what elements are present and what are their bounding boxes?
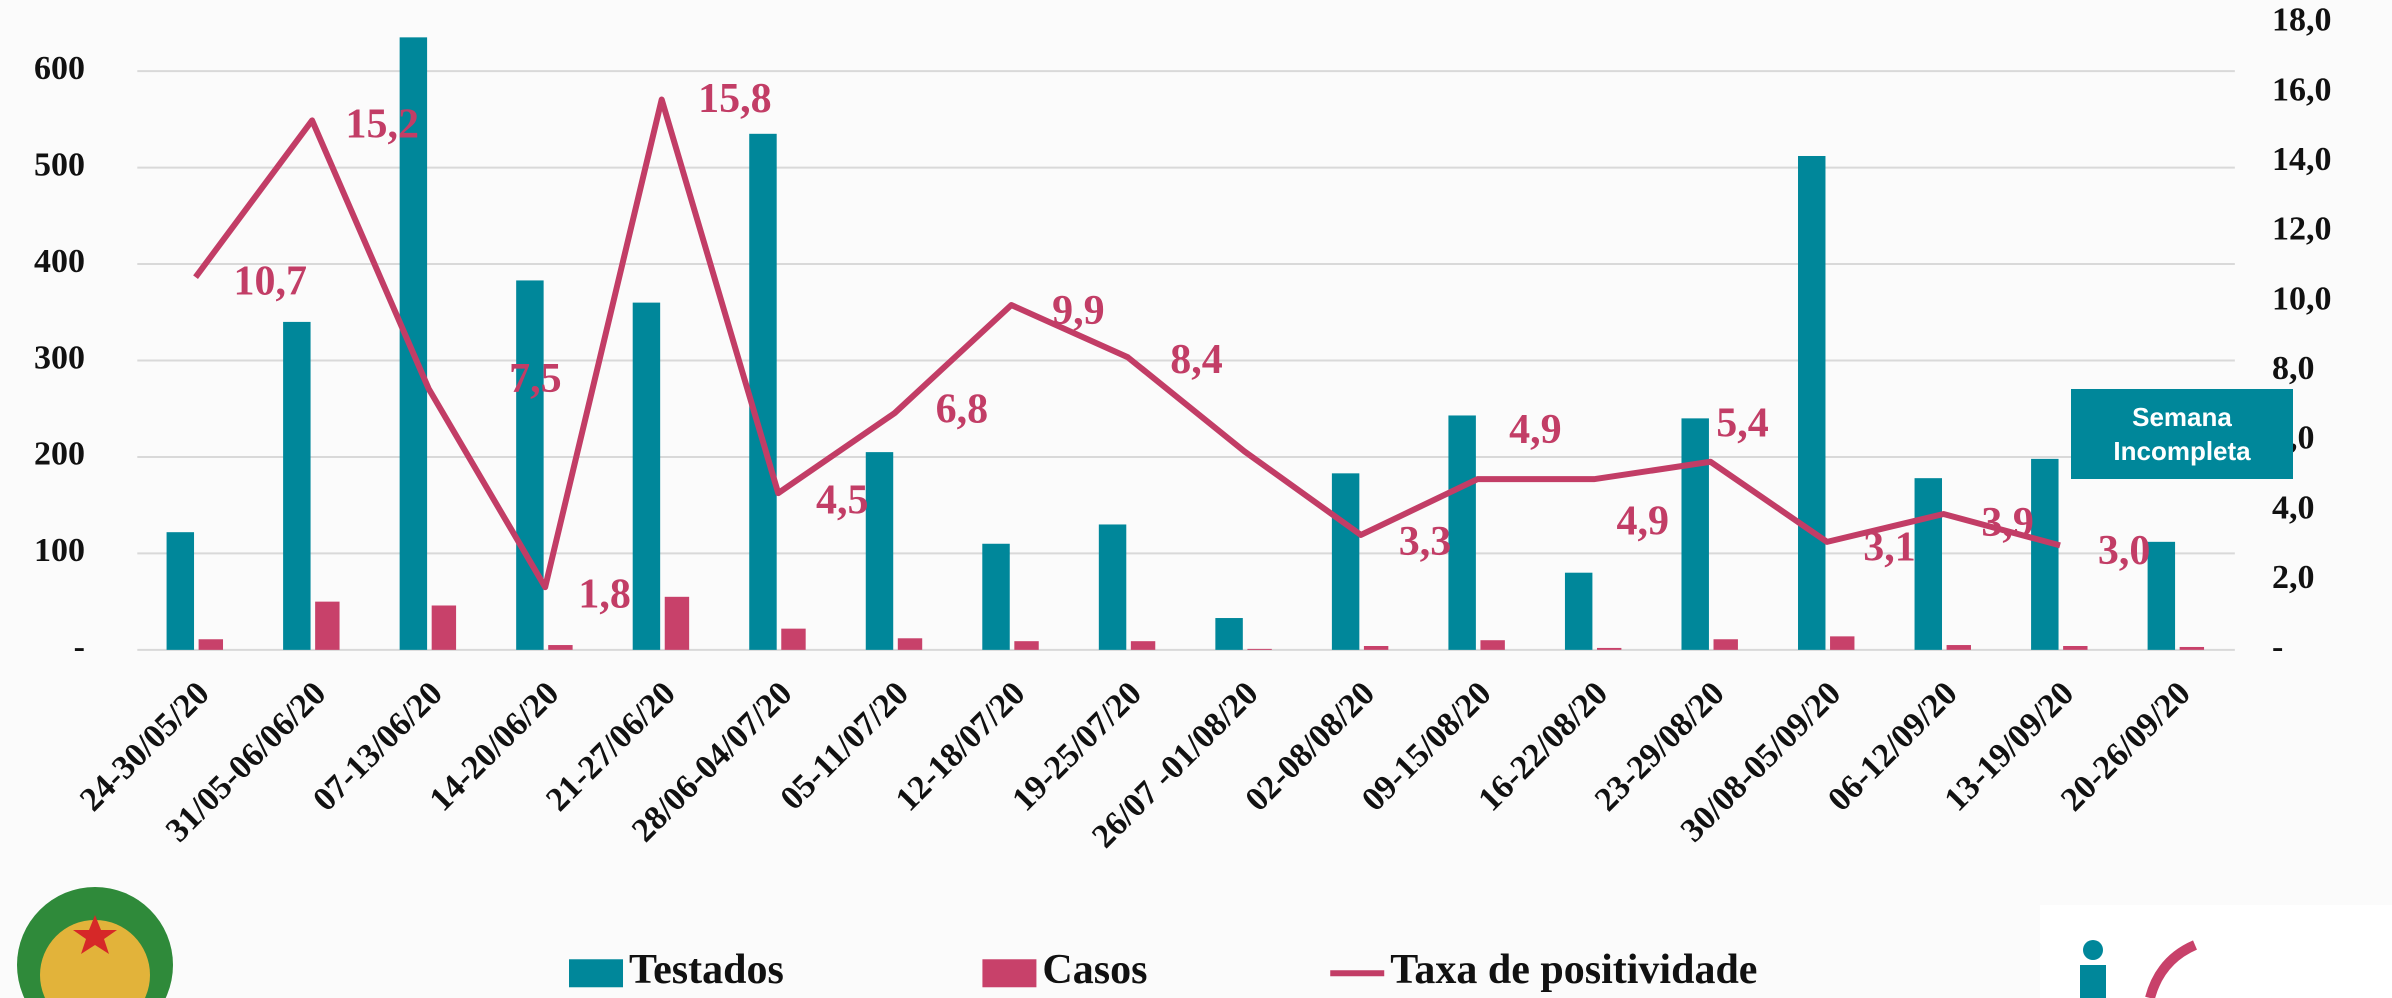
bar: [315, 601, 340, 650]
data-label: 6,8: [936, 387, 989, 433]
annotation: Semana Incompleta: [2071, 389, 2293, 479]
data-label: 4,9: [1617, 499, 1670, 545]
bar: [865, 452, 894, 650]
bar: [198, 639, 224, 650]
bar: [2063, 646, 2088, 650]
bar: [749, 133, 777, 650]
data-label: 3,9: [1981, 500, 2034, 546]
bar: [1014, 641, 1039, 650]
line: [193, 96, 2061, 591]
logo: [2040, 905, 2392, 998]
bar: [1830, 636, 1855, 650]
y2-tick-label: 10,0: [2272, 280, 2332, 317]
bar: [2147, 541, 2176, 650]
bar: [399, 37, 428, 650]
data-label: 3,3: [1399, 519, 1452, 565]
y-tick-label: 200: [34, 436, 85, 473]
emblem: [17, 887, 173, 998]
y-tick-label: -: [74, 629, 85, 666]
data-label: 7,5: [509, 356, 562, 402]
data-label: 3,1: [1863, 525, 1916, 571]
bar: [1681, 418, 1709, 650]
bar: [431, 605, 457, 650]
y2-tick-label: 16,0: [2272, 71, 2332, 108]
bar: [1798, 155, 1826, 650]
data-label: 3,0: [2098, 528, 2151, 574]
bar: [1247, 648, 1272, 650]
y2-tick-label: -: [2272, 629, 2283, 666]
data-label: 1,8: [578, 571, 631, 617]
y-tick-label: 100: [34, 532, 85, 569]
bar: [516, 280, 544, 650]
y2-tick-label: 12,0: [2272, 211, 2332, 248]
y2-tick-label: 4,0: [2272, 489, 2315, 526]
bar: [664, 596, 690, 650]
data-label: 10,7: [234, 258, 308, 304]
legend-label: Taxa de positividade: [1390, 947, 1757, 993]
bar: [1946, 645, 1971, 650]
bar: [632, 302, 661, 650]
data-label: 8,4: [1170, 337, 1223, 383]
y2-tick-label: 14,0: [2272, 141, 2332, 178]
y2-tick-label: 18,0: [2272, 2, 2332, 39]
bar: [1331, 473, 1360, 650]
bar: [1098, 524, 1127, 650]
data-label: 15,8: [698, 76, 772, 122]
bar: [2031, 458, 2059, 650]
legend-swatch: [569, 959, 624, 988]
bar: [1363, 646, 1389, 650]
data-label: 15,2: [346, 102, 420, 148]
legend-label: Testados: [629, 947, 784, 993]
bar: [548, 645, 573, 650]
y-tick-label: 400: [34, 243, 85, 280]
bar: [166, 532, 195, 650]
y2-tick-label: 2,0: [2272, 559, 2315, 596]
bar: [1448, 415, 1476, 650]
bar: [1215, 618, 1243, 650]
y-tick-label: 500: [34, 146, 85, 183]
y-tick-label: 600: [34, 50, 85, 87]
bar: [283, 321, 311, 650]
bar: [1480, 640, 1505, 650]
data-label: 5,4: [1716, 400, 1769, 446]
bar: [1564, 572, 1593, 650]
annotation-text: Semana Incompleta: [2113, 402, 2251, 466]
data-label: 4,9: [1509, 407, 1562, 453]
y-tick-label: 300: [34, 339, 85, 376]
y2-tick-label: 8,0: [2272, 350, 2315, 387]
bar: [1596, 647, 1622, 650]
bar: [1130, 641, 1156, 650]
data-label: 4,5: [816, 477, 869, 523]
bar: [897, 638, 923, 650]
bar: [982, 543, 1010, 650]
bar: [2179, 646, 2205, 650]
bar: [781, 628, 806, 650]
legend-label: Casos: [1042, 947, 1147, 993]
data-label: 9,9: [1052, 288, 1105, 334]
bar: [1914, 478, 1943, 650]
bar: [1713, 639, 1738, 650]
legend-swatch: [982, 959, 1037, 988]
